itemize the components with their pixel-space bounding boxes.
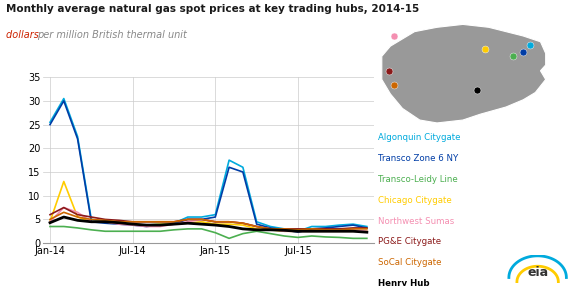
Text: Henry Hub: Henry Hub <box>378 279 430 286</box>
Text: Monthly average natural gas spot prices at key trading hubs, 2014-15: Monthly average natural gas spot prices … <box>6 4 419 14</box>
Text: PG&E Citygate: PG&E Citygate <box>378 237 442 246</box>
Text: Transco-Leidy Line: Transco-Leidy Line <box>378 175 458 184</box>
Text: Algonquin Citygate: Algonquin Citygate <box>378 133 461 142</box>
Text: Northwest Sumas: Northwest Sumas <box>378 217 455 225</box>
Text: Transco Zone 6 NY: Transco Zone 6 NY <box>378 154 459 163</box>
Polygon shape <box>382 24 546 123</box>
Text: Chicago Citygate: Chicago Citygate <box>378 196 452 204</box>
Text: eia: eia <box>527 266 548 279</box>
Text: SoCal Citygate: SoCal Citygate <box>378 258 442 267</box>
Text: dollars: dollars <box>6 30 42 40</box>
Text: per million British thermal unit: per million British thermal unit <box>37 30 187 40</box>
